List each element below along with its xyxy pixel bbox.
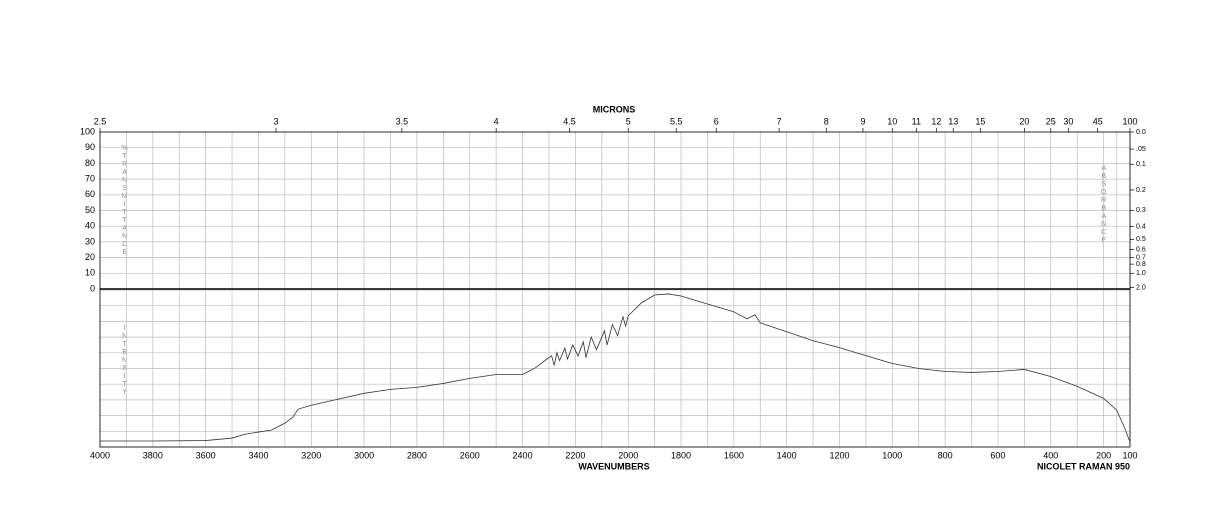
lower-axis-title: INTENSITY [121,325,128,397]
x2-tick-label: 15 [975,116,985,126]
x-tick-label: 3400 [248,450,268,460]
x2-tick-label: 12 [931,116,941,126]
x-tick-label: 100 [1122,450,1137,460]
x2-tick-label: 13 [948,116,958,126]
y2-tick-label: 0.3 [1136,207,1146,214]
y-tick-label: 80 [85,158,95,168]
x-tick-label: 1200 [829,450,849,460]
y-tick-label: 100 [80,126,95,136]
x2-tick-label: 6 [714,116,719,126]
y2-tick-label: 0.0 [1136,129,1146,136]
x-tick-label: 2400 [513,450,533,460]
x-tick-label: 4000 [90,450,110,460]
x-tick-label: 200 [1096,450,1111,460]
y2-tick-label: .05 [1136,146,1146,153]
y2-tick-label: 0.8 [1136,261,1146,268]
x-tick-label: 800 [938,450,953,460]
x-tick-label: 2200 [565,450,585,460]
x-tick-label: 600 [990,450,1005,460]
x2-tick-label: 7 [777,116,782,126]
y-tick-label: 60 [85,189,95,199]
x-tick-label: 3800 [143,450,163,460]
x2-tick-label: 9 [860,116,865,126]
x2-tick-label: 8 [824,116,829,126]
x-tick-label: 3200 [301,450,321,460]
y2-tick-label: 2.0 [1136,284,1146,291]
y-tick-label: 40 [85,221,95,231]
x-tick-label: 2600 [460,450,480,460]
x2-tick-label: 100 [1122,116,1137,126]
x2-tick-label: 20 [1019,116,1029,126]
x2-tick-label: 2.5 [94,116,107,126]
y-tick-label: 30 [85,236,95,246]
x-tick-label: 3000 [354,450,374,460]
y2-tick-label: 0.7 [1136,255,1146,262]
y-tick-label: 90 [85,142,95,152]
y-tick-label: 10 [85,268,95,278]
y2-tick-label: 0.5 [1136,236,1146,243]
x-tick-label: 1400 [777,450,797,460]
x-axis-title: WAVENUMBERS [578,461,649,471]
y-tick-label: 0 [90,283,95,293]
y-tick-label: 70 [85,173,95,183]
x-tick-label: 400 [1043,450,1058,460]
x2-tick-label: 4.5 [563,116,576,126]
x2-tick-label: 3 [274,116,279,126]
y-axis-title: %TRANSMITTANCE [121,145,128,257]
y2-tick-label: 1.0 [1136,270,1146,277]
x-tick-label: 2800 [407,450,427,460]
x2-tick-label: 25 [1046,116,1056,126]
x2-tick-label: 10 [887,116,897,126]
x2-tick-label: 5 [626,116,631,126]
x2-tick-label: 4 [494,116,499,126]
y-tick-label: 20 [85,252,95,262]
instrument-label: NICOLET RAMAN 950 [1037,461,1130,471]
y2-tick-label: 0.2 [1136,187,1146,194]
x-tick-label: 1800 [671,450,691,460]
x2-tick-label: 5.5 [670,116,683,126]
y-tick-label: 50 [85,205,95,215]
y2-tick-label: 0.6 [1136,246,1146,253]
x2-axis-title: MICRONS [593,104,636,114]
x-tick-label: 1600 [724,450,744,460]
x2-tick-label: 30 [1063,116,1073,126]
x2-tick-label: 45 [1093,116,1103,126]
x-tick-label: 3600 [196,450,216,460]
y2-tick-label: 0.1 [1136,161,1146,168]
x2-tick-label: 3.5 [396,116,409,126]
x-tick-label: 1000 [882,450,902,460]
x2-tick-label: 11 [912,116,921,126]
y2-tick-label: 0.4 [1136,223,1146,230]
spectrum-line [100,293,1131,443]
x-tick-label: 2000 [618,450,638,460]
